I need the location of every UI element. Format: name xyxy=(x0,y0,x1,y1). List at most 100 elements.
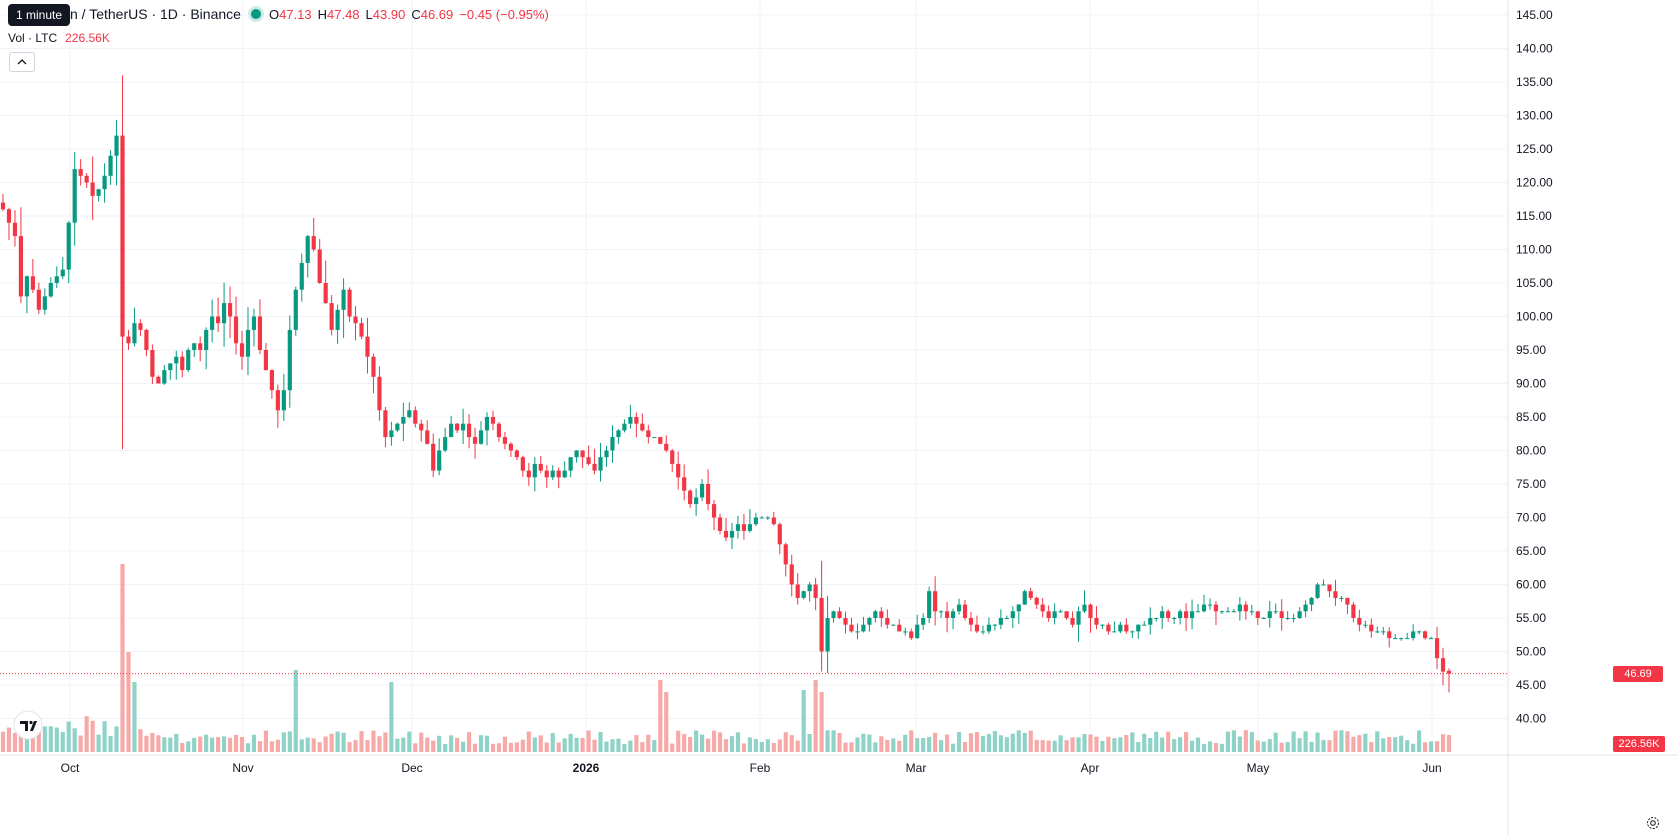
candle-body xyxy=(293,289,298,330)
candle-body xyxy=(610,437,615,451)
candle-body xyxy=(831,611,836,618)
candle-body xyxy=(837,611,842,618)
volume-bar xyxy=(759,741,764,752)
candle-body xyxy=(419,423,424,431)
candle-body xyxy=(616,430,621,438)
volume-bar xyxy=(1207,741,1213,752)
volume-bar xyxy=(992,731,997,752)
volume-bar xyxy=(90,720,95,752)
candle-body xyxy=(120,135,125,337)
symbol-title[interactable]: n / TetherUS · 1D · Binance xyxy=(70,6,241,22)
volume-bar xyxy=(610,739,615,752)
time-tick-label: Apr xyxy=(1081,761,1100,775)
candle-body xyxy=(1088,604,1093,618)
candle-body xyxy=(1130,631,1135,633)
volume-bar xyxy=(466,732,472,752)
volume-bar xyxy=(974,732,980,752)
volume-bar xyxy=(341,732,346,752)
volume-bar xyxy=(532,737,537,752)
candle-body xyxy=(795,584,800,598)
volume-bar xyxy=(1309,741,1314,752)
candle-body xyxy=(777,524,782,545)
tradingview-logo-icon[interactable] xyxy=(11,710,45,740)
candle-body xyxy=(1022,591,1027,605)
collapse-legend-button[interactable] xyxy=(9,52,35,72)
volume-bar xyxy=(795,740,800,752)
volume-bar xyxy=(108,736,113,752)
candle-body xyxy=(765,517,770,519)
candle-body xyxy=(472,437,478,444)
volume-bar xyxy=(1052,740,1057,752)
volume-bar xyxy=(1028,730,1033,752)
candle-body xyxy=(1207,604,1213,606)
volume-bar xyxy=(478,735,484,752)
candle-body xyxy=(819,597,824,652)
candle-body xyxy=(670,450,675,464)
candle-body xyxy=(628,417,633,424)
candle-body xyxy=(431,443,436,471)
volume-bar xyxy=(407,731,412,752)
volume-bar xyxy=(472,743,478,752)
candle-body xyxy=(813,584,818,598)
price-tick-label: 120.00 xyxy=(1516,176,1553,190)
volume-bar xyxy=(658,680,663,752)
candle-body xyxy=(1369,624,1374,632)
candle-body xyxy=(1446,670,1452,674)
candle-body xyxy=(478,430,484,444)
price-tick-label: 95.00 xyxy=(1516,343,1546,357)
candle-body xyxy=(700,484,705,498)
current-price-badge: 46.69 xyxy=(1613,666,1663,682)
candle-body xyxy=(449,423,454,438)
candle-body xyxy=(257,316,263,350)
volume-bar xyxy=(1297,738,1302,752)
volume-bar xyxy=(544,742,549,752)
volume-bar xyxy=(359,731,364,752)
candle-body xyxy=(598,457,603,471)
volume-bar xyxy=(1399,735,1404,752)
candle-body xyxy=(198,343,203,350)
volume-bar xyxy=(1219,743,1225,752)
time-tick-label: May xyxy=(1247,761,1270,775)
volume-bar xyxy=(1417,730,1422,752)
candle-body xyxy=(753,517,758,525)
candle-body xyxy=(568,457,573,471)
candle-body xyxy=(1076,611,1081,625)
volume-bar xyxy=(180,742,185,752)
candle-body xyxy=(1249,611,1254,613)
volume-bar xyxy=(950,743,956,752)
candle-body xyxy=(132,323,137,344)
volume-bar xyxy=(1195,737,1201,752)
candle-body xyxy=(174,356,179,364)
candle-body xyxy=(1010,611,1015,618)
volume-bar xyxy=(1088,734,1093,752)
candle-body xyxy=(126,336,131,344)
volume-bar xyxy=(305,737,310,752)
candle-body xyxy=(688,490,693,505)
candle-body xyxy=(658,437,663,444)
volume-bar xyxy=(1034,739,1039,752)
volume-bar xyxy=(550,733,555,752)
volume-bar xyxy=(425,737,430,752)
volume-label[interactable]: Vol · LTC xyxy=(8,31,58,45)
candle-body xyxy=(335,309,340,330)
candle-body xyxy=(1166,611,1171,618)
candle-body xyxy=(371,356,376,377)
candle-body xyxy=(1136,624,1141,632)
volume-bar xyxy=(580,737,585,752)
chart-settings-icon[interactable] xyxy=(1646,816,1660,833)
candle-body xyxy=(192,343,197,350)
volume-bar xyxy=(317,742,322,752)
candle-body xyxy=(108,155,113,176)
candle-body xyxy=(1046,611,1051,618)
volume-bar xyxy=(574,737,579,752)
candle-body xyxy=(323,283,328,304)
volume-bar xyxy=(233,734,239,752)
volume-bar xyxy=(622,743,627,752)
interval-tooltip: 1 minute xyxy=(8,4,71,26)
volume-bar xyxy=(401,737,406,752)
candle-body xyxy=(114,135,119,156)
candle-body xyxy=(962,604,968,618)
candle-body xyxy=(1106,624,1111,632)
price-tick-label: 85.00 xyxy=(1516,410,1546,424)
